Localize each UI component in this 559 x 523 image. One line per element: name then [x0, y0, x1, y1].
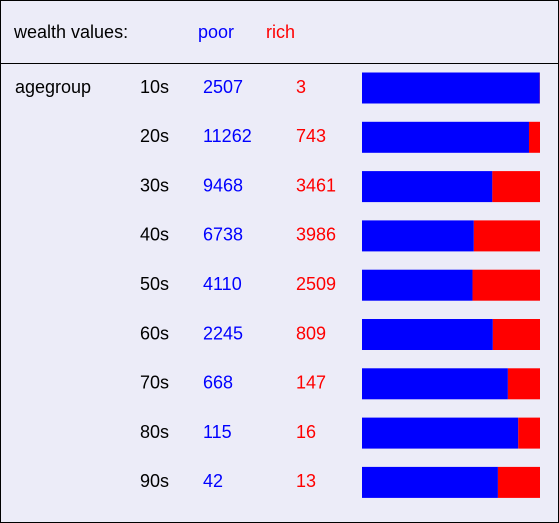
age-group: 10s	[140, 77, 169, 97]
age-group: 30s	[140, 175, 169, 195]
rich-bar	[528, 121, 540, 153]
poor-bar	[362, 417, 519, 449]
row-label: agegroup	[15, 77, 91, 97]
poor-count: 2507	[203, 77, 243, 97]
poor-bar	[362, 171, 493, 203]
poor-bar	[362, 220, 474, 252]
rich-count: 13	[296, 471, 316, 491]
age-group: 80s	[140, 422, 169, 442]
age-group: 70s	[140, 373, 169, 393]
poor-count: 11262	[203, 126, 252, 146]
rich-count: 2509	[296, 274, 336, 294]
poor-count: 668	[203, 373, 233, 393]
rich-bar	[518, 417, 540, 449]
rich-count: 147	[296, 373, 326, 393]
legend-entry: poor	[198, 22, 234, 42]
header-title: wealth values:	[13, 22, 128, 42]
poor-count: 9468	[203, 175, 243, 195]
poor-count: 42	[203, 471, 223, 491]
age-group: 50s	[140, 274, 169, 294]
poor-bar	[362, 319, 493, 350]
rich-bar	[472, 269, 540, 301]
age-group: 60s	[140, 323, 169, 343]
rich-count: 743	[296, 126, 326, 146]
rich-bar	[507, 368, 540, 400]
rich-count: 3461	[296, 175, 336, 195]
rich-count: 16	[296, 422, 316, 442]
poor-count: 6738	[203, 225, 243, 245]
poor-bar	[362, 269, 473, 301]
poor-bar	[362, 72, 540, 104]
age-group: 40s	[140, 225, 169, 245]
poor-bar	[362, 466, 498, 498]
age-group: 20s	[140, 126, 169, 146]
rich-bar	[492, 319, 540, 350]
poor-count: 2245	[203, 323, 243, 343]
rich-count: 3	[296, 77, 306, 97]
rich-count: 3986	[296, 225, 336, 245]
age-group: 90s	[140, 471, 169, 491]
poor-bar	[362, 121, 529, 153]
legend-entry: rich	[266, 22, 295, 42]
rich-bar	[473, 220, 540, 252]
poor-bar	[362, 368, 508, 400]
rich-count: 809	[296, 323, 326, 343]
poor-count: 115	[203, 422, 232, 442]
rich-bar	[497, 466, 540, 498]
poor-count: 4110	[203, 274, 242, 294]
rich-bar	[492, 171, 540, 203]
